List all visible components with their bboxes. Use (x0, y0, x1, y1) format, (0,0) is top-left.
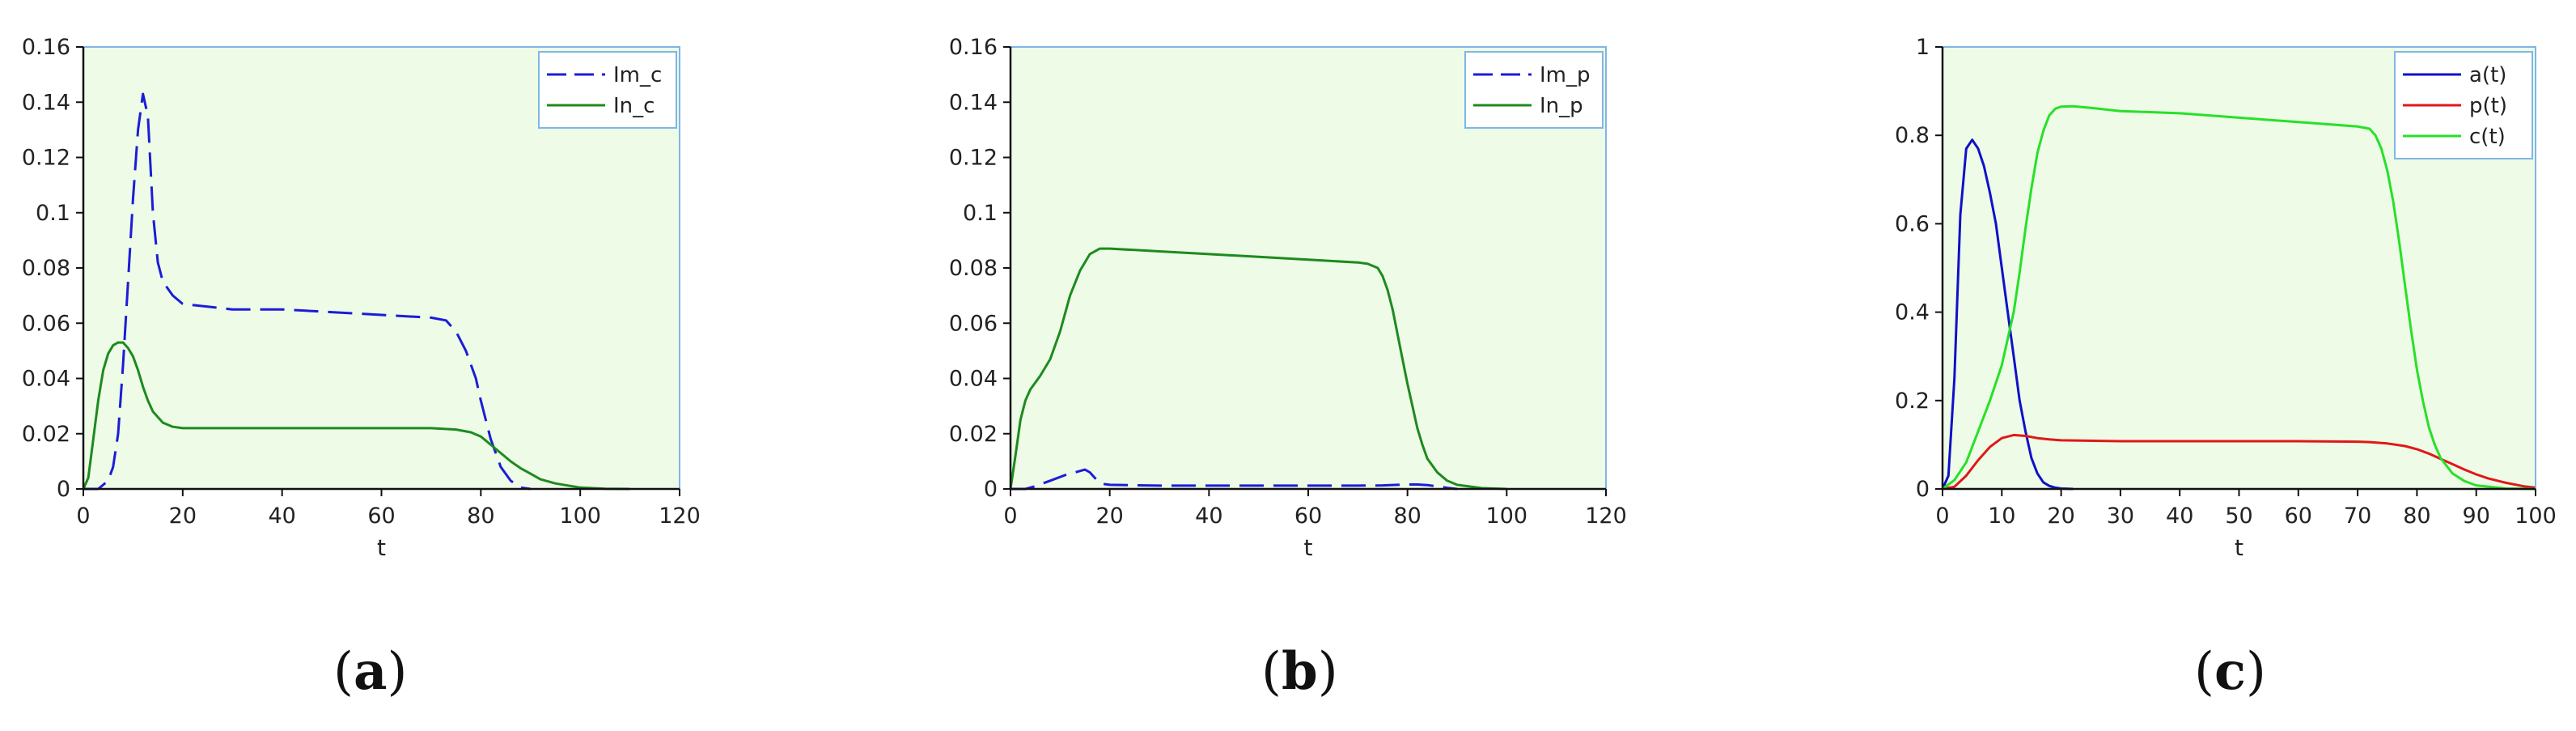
legend-label: Im_p (1540, 63, 1591, 87)
series-line-inc (82, 341, 630, 491)
y-tick-label: 0.12 (949, 146, 998, 171)
x-tick-label: 80 (467, 504, 494, 529)
x-tick-label: 120 (659, 504, 701, 529)
x-tick-label: 100 (2515, 504, 2557, 529)
y-tick-label: 0.08 (949, 256, 998, 281)
panel-label-b: (b) (1261, 641, 1338, 702)
y-tick-label: 0.12 (22, 146, 70, 171)
y-tick-label: 0.04 (949, 367, 998, 392)
panel-label-c: (c) (2194, 641, 2266, 702)
x-tick-label: 30 (2107, 504, 2134, 529)
chart-a-svg: 0 20 40 60 80 100 120 0 0.02 0.04 0.06 0.08 0.1 0.12 0… (22, 35, 701, 561)
y-tick-label: 0.06 (949, 311, 998, 336)
y-tick-label: 0.16 (949, 35, 998, 60)
y-tick-label: 0.1 (36, 201, 70, 226)
y-tick-label: 0.2 (1895, 389, 1930, 414)
x-axis-label: t (377, 534, 386, 561)
x-tick-label: 100 (1486, 504, 1528, 529)
x-tick-label: 20 (1095, 504, 1123, 529)
y-tick-label: 1 (1916, 35, 1930, 60)
series-line-imc (83, 92, 532, 491)
y-tick-label: 0.02 (949, 422, 998, 447)
y-tick-label: 0 (984, 477, 998, 502)
y-tick-label: 0.08 (22, 256, 70, 281)
x-tick-label: 40 (1195, 504, 1222, 529)
x-tick-label: 40 (2166, 504, 2193, 529)
panel-label-a: (a) (333, 641, 408, 702)
series-line-imp (1010, 468, 1458, 491)
legend-label: a(t) (2469, 63, 2506, 87)
y-tick-label: 0.02 (22, 422, 70, 447)
x-tick-label: 80 (2403, 504, 2430, 529)
x-axis-label: t (2235, 534, 2243, 561)
y-tick-label: 0.4 (1895, 300, 1930, 325)
x-tick-label: 100 (559, 504, 601, 529)
y-tick-label: 0 (1916, 477, 1930, 502)
x-tick-label: 60 (367, 504, 395, 529)
x-tick-label: 0 (1935, 504, 1949, 529)
y-tick-label: 0.14 (22, 90, 70, 115)
y-tick-label: 0.6 (1895, 211, 1930, 236)
y-tick-label: 0 (57, 477, 70, 502)
x-axis-label: t (1304, 534, 1313, 561)
x-tick-label: 70 (2344, 504, 2371, 529)
x-tick-label: 60 (2285, 504, 2312, 529)
chart-b-svg: 0 20 40 60 80 100 120 0 0.02 0.04 0.06 0.08 0.1 0.12 0… (949, 35, 1627, 561)
x-tick-label: 20 (169, 504, 197, 529)
x-tick-label: 50 (2225, 504, 2252, 529)
x-tick-label: 40 (268, 504, 295, 529)
legend-label: In_p (1540, 94, 1583, 118)
y-tick-label: 0.14 (949, 90, 998, 115)
legend-box (1464, 51, 1604, 129)
legend-label: Im_c (613, 63, 662, 87)
x-tick-label: 80 (1393, 504, 1421, 529)
x-tick-label: 10 (1988, 504, 2015, 529)
y-tick-label: 0.06 (22, 311, 70, 336)
x-tick-label: 60 (1294, 504, 1322, 529)
series-line-pt (1942, 433, 2536, 491)
series-line-at (1941, 138, 2074, 491)
x-tick-label: 0 (76, 504, 90, 529)
y-tick-label: 0.04 (22, 367, 70, 392)
legend-label: In_c (613, 94, 655, 118)
legend-box (538, 51, 677, 129)
y-tick-label: 0.16 (22, 35, 70, 60)
x-tick-label: 0 (1003, 504, 1017, 529)
series-line-inp (1009, 247, 1507, 491)
chart-panel-b: 0 20 40 60 80 100 120 0 0.02 0.04 0.06 0.08 0.1 0.12 0… (928, 0, 1737, 731)
y-tick-label: 0.1 (963, 201, 998, 226)
chart-c-svg: 0 10 20 30 40 50 60 70 80 90 100 0 0.2 0.4 0.6 0.8 1 t a(t… (1895, 35, 2557, 561)
legend-label: p(t) (2469, 94, 2507, 118)
x-tick-label: 90 (2463, 504, 2490, 529)
series-line-ct (1942, 104, 2536, 491)
chart-panel-a: 0 20 40 60 80 100 120 0 0.02 0.04 0.06 0.08 0.1 0.12 0… (0, 0, 809, 731)
y-tick-label: 0.8 (1895, 123, 1930, 148)
x-tick-label: 120 (1585, 504, 1627, 529)
x-tick-label: 20 (2047, 504, 2074, 529)
legend-label: c(t) (2469, 125, 2506, 149)
chart-panel-c: 0 10 20 30 40 50 60 70 80 90 100 0 0.2 0.4 0.6 0.8 1 t a(t… (1859, 0, 2576, 731)
